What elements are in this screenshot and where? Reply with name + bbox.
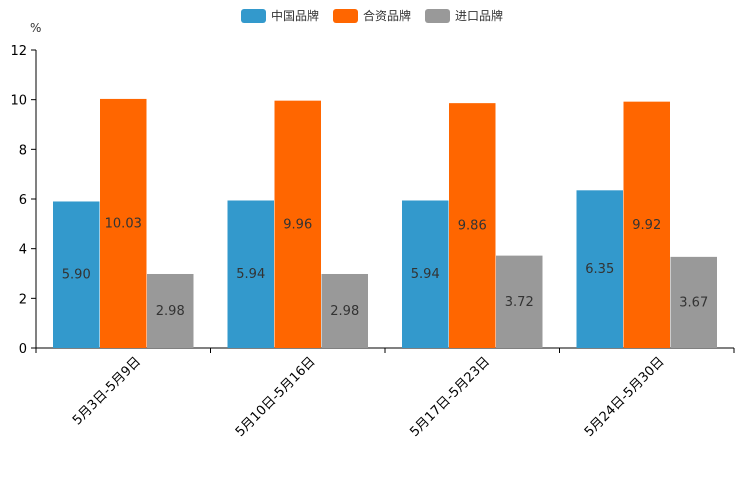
bar: [227, 200, 274, 348]
bar: [402, 200, 449, 348]
data-label: 9.86: [458, 219, 487, 234]
legend-swatch-china: [240, 8, 266, 23]
x-tick-label: 5月24日-5月30日: [582, 354, 668, 440]
y-tick-label: 4: [19, 243, 27, 258]
y-axis-unit-label: %: [30, 21, 42, 35]
data-label: 5.94: [411, 267, 440, 282]
legend-label-china: 中国品牌: [270, 9, 319, 23]
bar: [576, 190, 623, 348]
data-label: 2.98: [156, 304, 185, 319]
bar-layer: [53, 98, 717, 349]
bar: [53, 201, 100, 348]
label-layer: 5.90 10.03 2.98 5.94 9.96 2.98 5.94 9.86 3.72 6.3…: [62, 216, 708, 319]
data-label: 3.67: [679, 295, 708, 310]
y-tick-label: 6: [19, 193, 27, 208]
data-label: 9.92: [632, 218, 661, 233]
legend-swatch-imported: [425, 8, 450, 23]
data-label: 2.98: [330, 304, 359, 319]
x-tick-label: 5月10日-5月16日: [233, 354, 319, 440]
y-tick-label: 12: [10, 44, 27, 59]
bar: [670, 256, 717, 348]
legend-label-joint-venture: 合资品牌: [362, 9, 411, 23]
legend-item-joint-venture[interactable]: 合资品牌: [332, 7, 411, 24]
bar: [321, 273, 368, 348]
bar: [100, 98, 147, 349]
x-tick-label: 5月3日-5月9日: [70, 354, 144, 428]
data-label: 10.03: [105, 216, 142, 231]
bar: [274, 100, 321, 348]
bar: [623, 101, 670, 348]
bar: [496, 255, 543, 348]
legend-item-china[interactable]: 中国品牌: [240, 7, 319, 24]
legend-label-imported: 进口品牌: [455, 9, 504, 23]
bar: [147, 273, 194, 348]
data-label: 9.96: [283, 217, 312, 232]
y-tick-label: 2: [19, 292, 27, 307]
legend-item-imported[interactable]: 进口品牌: [425, 7, 503, 24]
y-tick-label: 8: [19, 143, 27, 158]
data-label: 5.94: [236, 267, 265, 282]
data-label: 3.72: [505, 295, 534, 310]
y-tick-label: 10: [10, 94, 27, 109]
data-label: 6.35: [585, 262, 614, 277]
bar: [449, 103, 496, 348]
x-tick-label: 5月17日-5月23日: [407, 354, 493, 440]
legend-swatch-joint-venture: [332, 8, 358, 23]
legend: 中国品牌 合资品牌 进口品牌: [0, 7, 744, 24]
y-tick-label: 0: [19, 342, 27, 357]
data-label: 5.90: [62, 268, 91, 283]
